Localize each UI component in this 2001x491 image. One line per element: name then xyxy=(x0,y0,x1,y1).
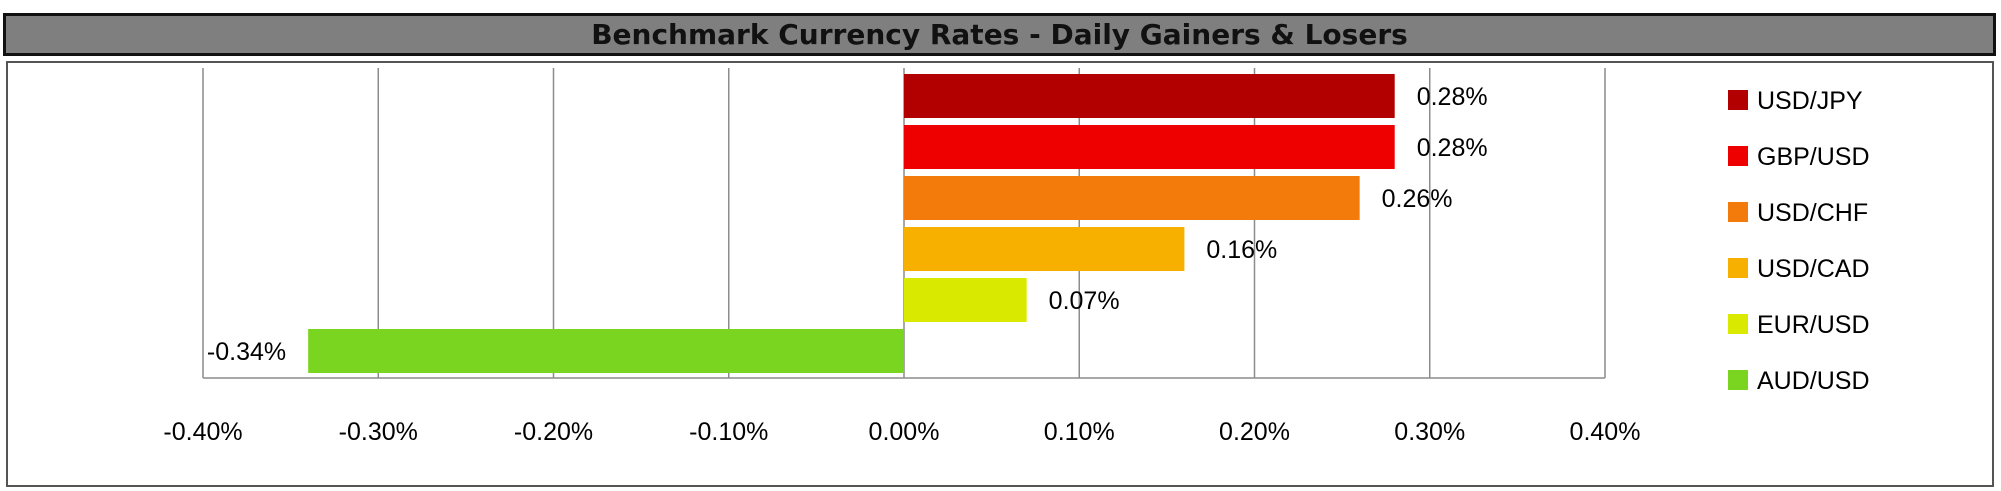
x-axis-tick-labels: -0.40% -0.30% -0.20% -0.10% 0.00% 0.10% 0.20% 0… xyxy=(163,418,1640,446)
legend-swatch-usd-jpy xyxy=(1728,90,1748,110)
legend-swatch-usd-chf xyxy=(1728,202,1748,222)
legend-label-usd-chf: USD/CHF xyxy=(1757,199,1868,227)
legend-label-eur-usd: EUR/USD xyxy=(1757,311,1870,339)
x-tick-label: 0.00% xyxy=(869,418,940,446)
x-tick-label: 0.30% xyxy=(1394,418,1465,446)
x-tick-label: -0.10% xyxy=(689,418,768,446)
bar-eur-usd xyxy=(904,278,1027,322)
data-labels-group: 0.28% 0.28% 0.26% 0.16% 0.07% -0.34% xyxy=(207,83,1488,366)
bar-usd-chf xyxy=(904,176,1360,220)
legend: USD/JPY GBP/USD USD/CHF USD/CAD EUR/USD AUD/U… xyxy=(1728,87,1870,395)
data-label-aud-usd: -0.34% xyxy=(207,338,286,366)
data-label-usd-jpy: 0.28% xyxy=(1417,83,1488,111)
x-tick-label: 0.10% xyxy=(1044,418,1115,446)
legend-label-aud-usd: AUD/USD xyxy=(1757,367,1870,395)
grid-lines xyxy=(202,68,1606,379)
legend-swatch-gbp-usd xyxy=(1728,146,1748,166)
chart-title-bar: Benchmark Currency Rates - Daily Gainers… xyxy=(3,13,1996,56)
bar-usd-cad xyxy=(904,227,1185,271)
bar-aud-usd xyxy=(308,329,904,373)
legend-swatch-aud-usd xyxy=(1728,370,1748,390)
legend-label-usd-jpy: USD/JPY xyxy=(1757,87,1863,115)
x-tick-label: 0.40% xyxy=(1570,418,1641,446)
legend-swatch-usd-cad xyxy=(1728,258,1748,278)
legend-label-gbp-usd: GBP/USD xyxy=(1757,143,1870,171)
data-label-eur-usd: 0.07% xyxy=(1049,287,1120,315)
chart-title: Benchmark Currency Rates - Daily Gainers… xyxy=(591,18,1408,51)
x-tick-label: -0.40% xyxy=(163,418,242,446)
data-label-gbp-usd: 0.28% xyxy=(1417,134,1488,162)
data-label-usd-cad: 0.16% xyxy=(1206,236,1277,264)
legend-swatch-eur-usd xyxy=(1728,314,1748,334)
data-label-usd-chf: 0.26% xyxy=(1382,185,1453,213)
x-tick-label: -0.20% xyxy=(514,418,593,446)
x-tick-label: -0.30% xyxy=(339,418,418,446)
bar-gbp-usd xyxy=(904,125,1395,169)
chart-area-border xyxy=(6,61,1994,487)
legend-label-usd-cad: USD/CAD xyxy=(1757,255,1870,283)
bar-usd-jpy xyxy=(904,74,1395,118)
bars-group xyxy=(308,74,1395,373)
x-tick-label: 0.20% xyxy=(1219,418,1290,446)
